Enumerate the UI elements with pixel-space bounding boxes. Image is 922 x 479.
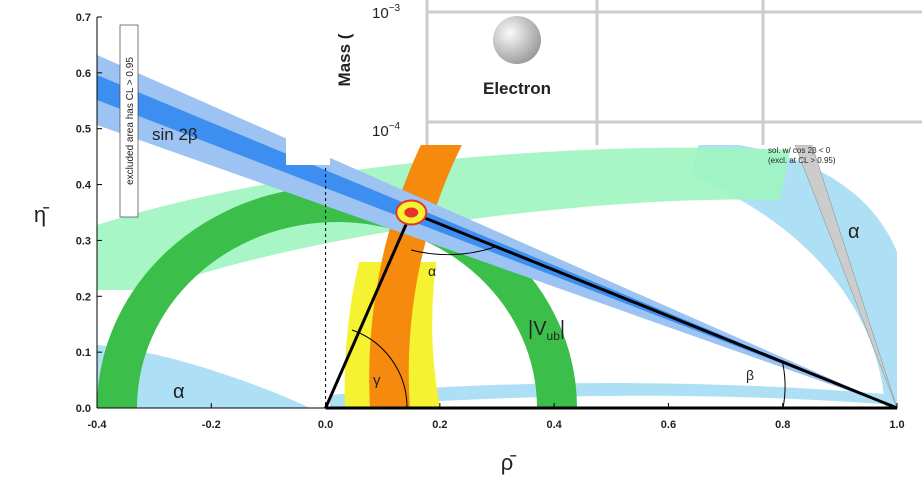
- x-tick-label: 0.8: [775, 419, 790, 431]
- x-tick-label: 0.4: [546, 419, 562, 431]
- x-tick-label: 0.6: [661, 419, 676, 431]
- x-tick-label: -0.2: [202, 419, 221, 431]
- annotation: sin 2β: [152, 125, 198, 144]
- y-tick-label: 0.4: [76, 180, 92, 192]
- particle-icon: [493, 16, 541, 64]
- annotation-part: ub: [547, 329, 561, 343]
- x-tick-label: 0.0: [318, 419, 333, 431]
- x-tick-label: -0.4: [88, 419, 108, 431]
- annotation: β: [746, 367, 754, 383]
- overlay-panel: [286, 0, 922, 165]
- overlay: Mass ( 10−3 10−4 Electron: [286, 0, 922, 165]
- annotation-part: |V: [528, 318, 547, 340]
- annotation: γ: [373, 372, 381, 389]
- x-tick-label: 0.2: [432, 419, 447, 431]
- annotation: sol. w/ cos 2β < 0: [768, 146, 831, 155]
- particle-name: Electron: [483, 79, 551, 98]
- y-tick-label: 0.2: [76, 291, 91, 303]
- annotation: (excl. at CL > 0.95): [768, 156, 836, 165]
- apex-core: [404, 208, 418, 218]
- y-tick-label: 0.3: [76, 235, 91, 247]
- x-tick-label: 1.0: [889, 419, 904, 431]
- x-axis-label: ρ̄: [501, 450, 517, 475]
- annotation: α: [173, 381, 185, 403]
- annotation: α: [848, 221, 860, 243]
- annotation-part: |: [560, 318, 565, 340]
- annotation: excluded area has CL > 0.95: [125, 57, 136, 185]
- overlay-axis-label: Mass (: [335, 33, 354, 86]
- y-axis-label: η̄: [34, 202, 49, 227]
- y-tick-label: 0.0: [76, 403, 91, 415]
- chart: 0.0 0.1 0.2 0.3 0.4 0.5 0.6 0.7 -0.4 -0.2 0.0 0.2 0.…: [0, 0, 922, 479]
- y-tick-label: 0.6: [76, 68, 91, 80]
- y-tick-label: 0.1: [76, 347, 91, 359]
- y-tick-label: 0.5: [76, 124, 91, 136]
- annotation: α: [428, 263, 436, 279]
- y-tick-label: 0.7: [76, 12, 91, 24]
